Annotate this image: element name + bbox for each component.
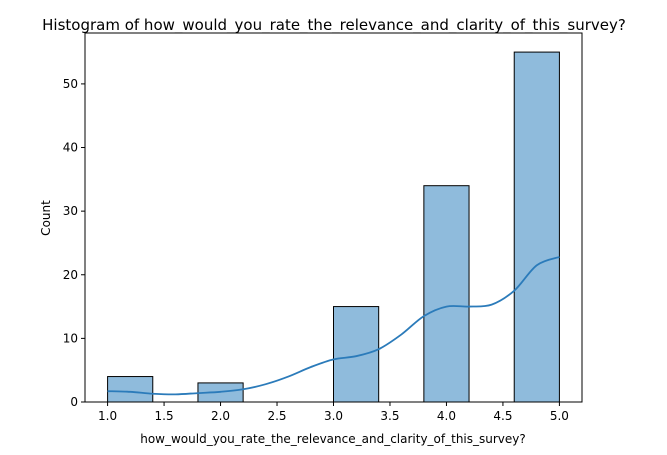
y-tick-label: 0: [70, 395, 78, 409]
y-axis-ticks: 0 10 20 30 40 50: [63, 77, 85, 409]
x-tick-label: 2.5: [267, 409, 286, 423]
histogram-bar-4: [423, 185, 470, 403]
x-tick-label: 4.0: [437, 409, 456, 423]
x-tick-label: 5.0: [550, 409, 569, 423]
y-tick-label: 20: [63, 268, 78, 282]
x-tick-label: 3.5: [380, 409, 399, 423]
histogram-bar-5: [513, 51, 560, 403]
x-tick-label: 2.0: [211, 409, 230, 423]
x-tick-label: 1.0: [98, 409, 117, 423]
histogram-bar-3: [333, 306, 380, 403]
y-axis-label: Count: [39, 200, 53, 236]
bars-group: [107, 51, 560, 403]
x-tick-label: 3.0: [324, 409, 343, 423]
kde-line: [107, 256, 560, 396]
x-tick-label: 4.5: [493, 409, 512, 423]
y-tick-label: 40: [63, 141, 78, 155]
y-tick-label: 30: [63, 204, 78, 218]
histogram-bar-1: [107, 376, 154, 403]
x-axis-ticks: 1.0 1.5 2.0 2.5 3.0 3.5 4.0 4.5 5.0: [98, 402, 569, 423]
y-tick-label: 10: [63, 331, 78, 345]
chart-title: Histogram of how_would_you_rate_the_rele…: [42, 16, 626, 35]
y-tick-label: 50: [63, 77, 78, 91]
x-tick-label: 1.5: [155, 409, 174, 423]
x-axis-label: how_would_you_rate_the_relevance_and_cla…: [140, 432, 526, 446]
